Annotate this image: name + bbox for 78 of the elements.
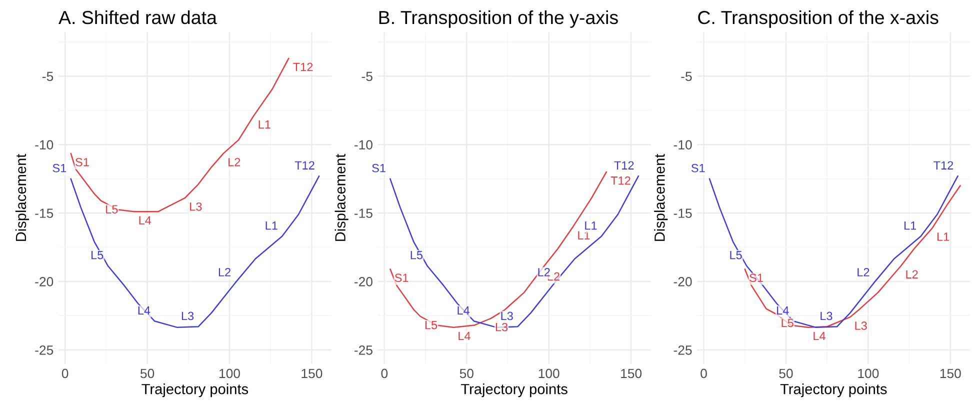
annotation: L5 [782,318,794,328]
y-tick-label: -15 [35,208,54,218]
y-tick-label: -20 [354,277,372,286]
y-tick-label: -20 [35,277,54,286]
x-tick-label: 150 [302,368,322,378]
annotation: S1 [52,164,66,172]
chart-title: A. Shifted raw data [58,10,217,24]
annotation: L5 [410,250,423,260]
y-tick-label: -15 [674,208,692,218]
annotation: S1 [394,274,408,282]
annotation: T12 [293,62,313,72]
annotation: L1 [585,222,597,230]
annotation: L2 [858,268,870,276]
chart-title: C. Transposition of the x-axis [698,10,938,28]
y-tick-label: -10 [35,140,54,150]
annotation: L1 [266,222,278,230]
y-tick-label: -10 [354,140,372,150]
y-tick-label: -25 [674,345,692,355]
x-axis-title: Trajectory points [142,384,248,398]
annotation: L5 [92,250,104,260]
annotation: L4 [458,306,470,315]
annotation: L3 [496,322,508,332]
annotation: S1 [750,274,763,282]
annotation: L1 [578,231,590,240]
annotation: L1 [258,120,270,129]
y-tick-label: -25 [354,345,372,355]
annotation: L5 [425,320,438,330]
annotation: L2 [548,272,560,280]
annotation: T12 [934,161,954,170]
x-tick-label: 50 [460,368,474,378]
line-series [70,175,320,328]
x-tick-label: 0 [700,368,707,378]
x-tick-label: 150 [940,368,961,378]
x-axis-title: Trajectory points [461,384,568,398]
annotation: L2 [538,268,550,276]
chart-title: B. Transposition of the y-axis [379,10,618,28]
x-tick-label: 150 [621,368,642,378]
annotation: L4 [814,332,826,340]
y-tick-label: -10 [674,140,692,150]
annotation: L3 [501,312,513,320]
y-tick-label: -25 [35,345,54,355]
x-tick-label: 100 [220,368,240,378]
annotation: L3 [855,322,867,330]
annotation: S1 [372,164,386,172]
y-axis-title: Displacement [654,154,668,241]
annotation: L3 [820,312,832,320]
annotation: L1 [937,232,950,241]
annotation: L1 [904,222,916,230]
annotation: L3 [190,202,202,211]
annotation: L2 [228,158,240,166]
x-tick-label: 0 [381,368,388,378]
annotation: L4 [138,306,150,315]
x-axis-title: Trajectory points [780,384,887,398]
annotation: S1 [76,158,89,166]
annotation: T12 [614,161,634,170]
y-tick-label: -5 [42,72,54,82]
x-tick-label: 50 [140,368,154,378]
annotation: T12 [610,176,630,185]
annotation: L2 [906,270,918,278]
y-tick-label: -5 [681,72,692,82]
x-tick-label: 0 [62,368,68,378]
annotation: L4 [139,216,152,224]
annotation: L4 [777,306,789,315]
y-tick-label: -15 [354,208,372,218]
x-tick-label: 50 [779,368,793,378]
annotation: L3 [182,312,194,320]
annotation: L5 [106,205,118,214]
y-tick-label: -5 [362,72,372,82]
y-axis-title: Displacement [15,154,30,241]
annotation: L2 [218,268,230,276]
annotation: S1 [691,164,705,172]
y-axis-title: Displacement [334,154,348,241]
x-tick-label: 100 [538,368,560,378]
annotation: L4 [458,332,470,340]
annotation: T12 [294,161,314,170]
x-tick-label: 100 [858,368,879,378]
y-tick-label: -20 [674,277,692,286]
annotation: L5 [730,250,742,260]
